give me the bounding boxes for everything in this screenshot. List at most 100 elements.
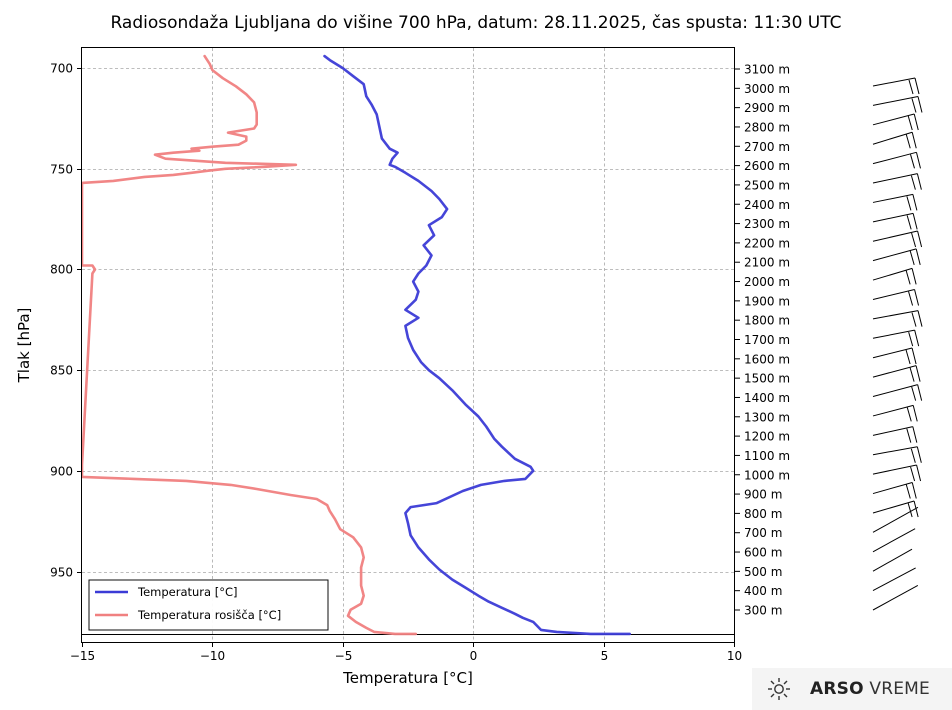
wind-barb-flag <box>910 448 916 463</box>
x-tick-label: −15 <box>70 649 95 663</box>
wind-barb-shaft <box>872 151 917 165</box>
wind-barb-shaft <box>872 267 913 281</box>
wind-barb-flag <box>914 329 920 347</box>
altitude-tick-label: 2400 m <box>744 198 790 212</box>
wind-barb-shaft <box>872 548 913 572</box>
altitude-tick-label: 2300 m <box>744 217 790 231</box>
y-tick-label: 900 <box>50 465 73 479</box>
y-tick-label: 800 <box>50 263 73 277</box>
wind-barb-flag <box>906 428 912 443</box>
wind-barb-flag <box>912 405 918 422</box>
wind-barb-flag <box>908 291 914 306</box>
wind-barb-shaft <box>872 248 917 262</box>
wind-barb-flag <box>914 77 920 95</box>
wind-barb-shaft <box>872 500 915 514</box>
dewpoint-line <box>82 54 418 636</box>
altitude-tick-label: 1200 m <box>744 430 790 444</box>
data-series <box>82 54 631 636</box>
wind-barb-flag <box>905 484 911 499</box>
wind-barb-shaft <box>872 289 915 300</box>
altitude-tick-label: 1800 m <box>744 314 790 328</box>
altitude-tick-label: 1100 m <box>744 449 790 463</box>
wind-barb-flag <box>915 365 921 382</box>
y-tick-label: 950 <box>50 566 73 580</box>
wind-barb-shaft <box>872 193 913 203</box>
x-axis-ticks: −15 −10 −5 0 5 10 <box>70 642 742 663</box>
altitude-tick-label: 3000 m <box>744 82 790 96</box>
wind-barb-shaft <box>872 404 914 417</box>
legend-label-dewpoint: Temperatura rosišča [°C] <box>137 608 281 622</box>
wind-barb-flag <box>905 270 911 285</box>
wind-barb-flag <box>909 367 915 382</box>
wind-barb-flag <box>910 466 916 482</box>
x-tick-label: −5 <box>335 649 353 663</box>
wind-barb-flag <box>915 248 921 265</box>
wind-barb-shaft <box>872 77 916 87</box>
wind-barb-shaft <box>872 347 913 359</box>
wind-barb-flag <box>913 113 919 131</box>
altitude-tick-label: 1000 m <box>744 468 790 482</box>
wind-barb-flag <box>906 407 912 422</box>
brand-name-light: VREME <box>869 679 930 699</box>
y-tick-label: 700 <box>50 62 73 76</box>
y-tick-label: 850 <box>50 364 73 378</box>
wind-barb-flag <box>917 230 923 248</box>
x-tick-label: 5 <box>601 649 609 663</box>
x-axis-label: Temperatura [°C] <box>342 669 473 687</box>
legend: Temperatura [°C] Temperatura rosišča [°C… <box>88 579 329 631</box>
wind-barb-flag <box>917 96 923 113</box>
x-tick-label: −10 <box>200 649 225 663</box>
wind-barb-flag <box>913 500 919 518</box>
altitude-tick-label: 2900 m <box>744 101 790 115</box>
wind-barb-flag <box>911 232 917 248</box>
altitude-tick-label: 2200 m <box>744 236 790 250</box>
wind-barb-flag <box>917 384 923 401</box>
wind-barb-flag <box>908 79 914 95</box>
wind-barb-flag <box>917 310 923 327</box>
wind-barb-flag <box>911 386 917 401</box>
altitude-tick-label: 1600 m <box>744 352 790 366</box>
wind-barb-flag <box>910 154 915 169</box>
altitude-tick-label: 700 m <box>744 526 782 540</box>
altitude-tick-label: 500 m <box>744 565 782 579</box>
wind-barb-shaft <box>872 426 913 436</box>
wind-barb-shaft <box>872 481 913 495</box>
wind-barb-flag <box>916 464 922 482</box>
wind-barb-flag <box>912 194 918 211</box>
wind-barb-flag <box>905 349 911 365</box>
wind-barb-flag <box>911 482 917 499</box>
wind-barbs <box>872 77 923 611</box>
altitude-tick-label: 2000 m <box>744 275 790 289</box>
legend-label-temperature: Temperatura [°C] <box>137 585 237 599</box>
x-tick-label: 10 <box>727 649 742 663</box>
wind-barb-flag <box>911 347 917 365</box>
legend-box <box>88 579 329 631</box>
wind-barb-shaft <box>872 173 918 184</box>
wind-barb-flag <box>907 115 913 131</box>
wind-barb-flag <box>911 268 917 285</box>
altitude-tick-label: 800 m <box>744 507 782 521</box>
wind-barb-shaft <box>872 506 919 533</box>
wind-barb-shaft <box>872 230 918 242</box>
wind-barb-flag <box>908 331 914 347</box>
wind-barb-flag <box>910 175 916 190</box>
altitude-tick-label: 3100 m <box>744 63 790 77</box>
altitude-tick-label: 1400 m <box>744 391 790 405</box>
wind-barb-flag <box>911 312 917 327</box>
sun-icon <box>768 678 790 700</box>
wind-barb-shaft <box>872 464 917 475</box>
temperature-line <box>323 54 631 636</box>
wind-barb-shaft <box>872 528 916 553</box>
altitude-tick-label: 900 m <box>744 488 782 502</box>
wind-barb-shaft <box>872 310 919 320</box>
y-axis-label: Tlak [hPa] <box>15 308 33 384</box>
wind-barb-flag <box>911 98 917 113</box>
wind-barb-shaft <box>872 131 913 145</box>
altitude-tick-label: 2700 m <box>744 140 790 154</box>
brand-name: ARSO VREME <box>810 679 930 699</box>
wind-barb-flag <box>916 173 922 190</box>
altitude-tick-label: 2600 m <box>744 159 790 173</box>
brand-name-bold: ARSO <box>810 679 864 699</box>
altitude-tick-label: 300 m <box>744 604 782 618</box>
